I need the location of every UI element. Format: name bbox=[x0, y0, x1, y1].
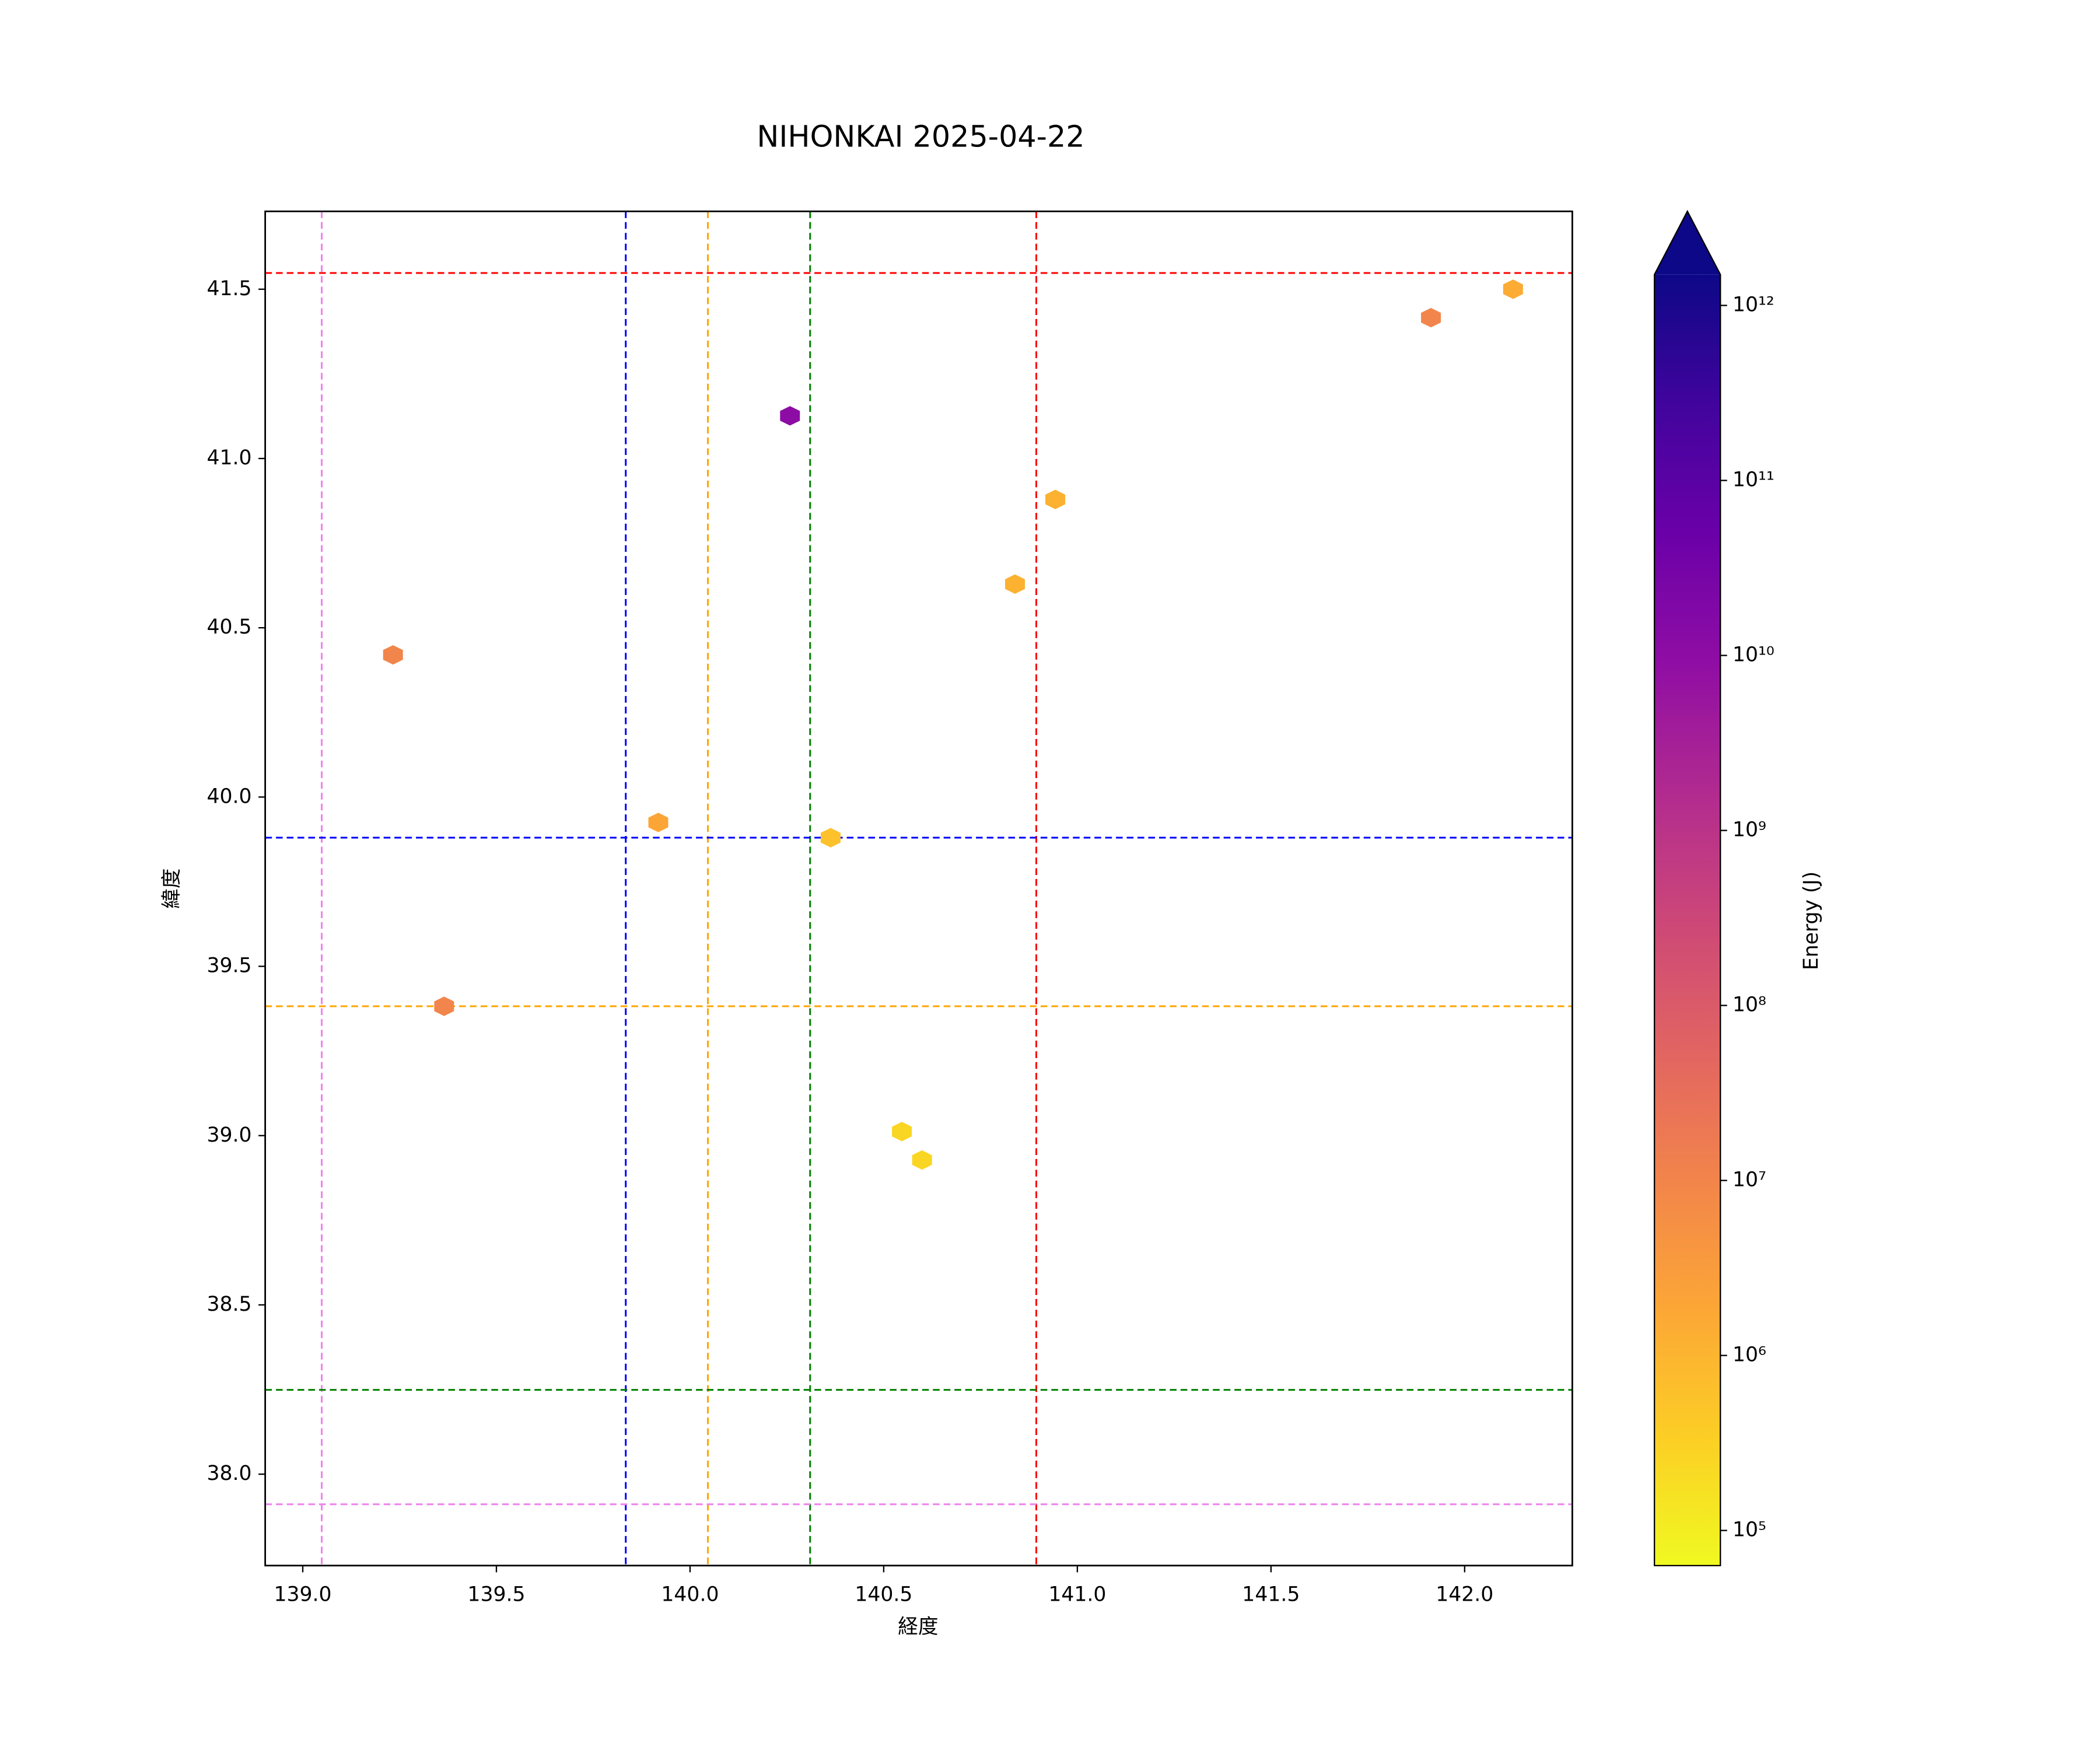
hexbin-cell bbox=[912, 1150, 932, 1170]
colorbar-tick-label: 10⁶ bbox=[1732, 1343, 1766, 1367]
y-tick-label: 38.0 bbox=[206, 1462, 251, 1485]
x-tick-label: 139.5 bbox=[467, 1583, 525, 1606]
hexbin-cell bbox=[648, 813, 668, 832]
hexbin-cell bbox=[434, 996, 454, 1016]
y-tick-label: 40.5 bbox=[206, 615, 251, 639]
colorbar-tick-label: 10⁷ bbox=[1732, 1168, 1766, 1192]
x-tick-label: 141.0 bbox=[1048, 1583, 1106, 1606]
chart-title: NIHONKAI 2025-04-22 bbox=[757, 120, 1084, 154]
x-tick-label: 141.5 bbox=[1242, 1583, 1300, 1606]
colorbar-tick-label: 10⁹ bbox=[1732, 818, 1766, 842]
hexbin-cell bbox=[1503, 279, 1523, 299]
colorbar-extend-arrow bbox=[1654, 211, 1721, 275]
x-tick-label: 139.0 bbox=[274, 1583, 331, 1606]
y-axis-label: 緯度 bbox=[160, 868, 183, 908]
hexbin-cell bbox=[892, 1122, 912, 1142]
x-tick-label: 140.0 bbox=[661, 1583, 719, 1606]
plot-frame bbox=[264, 210, 1573, 1567]
colorbar-tick-label: 10¹¹ bbox=[1732, 468, 1774, 492]
hexbin-cell bbox=[780, 406, 800, 426]
y-tick-label: 39.0 bbox=[206, 1124, 251, 1147]
y-tick-label: 39.5 bbox=[206, 954, 251, 978]
hexbin-cell bbox=[820, 828, 841, 848]
colorbar-frame bbox=[1653, 209, 1721, 1566]
y-tick-label: 38.5 bbox=[206, 1293, 251, 1316]
hexbin-cell bbox=[1045, 489, 1066, 509]
y-tick-label: 40.0 bbox=[206, 785, 251, 808]
x-axis-label: 経度 bbox=[898, 1615, 938, 1639]
colorbar-tick-label: 10⁸ bbox=[1732, 993, 1766, 1017]
colorbar-tick-label: 10¹⁰ bbox=[1732, 643, 1774, 667]
hexbin-cell bbox=[383, 645, 403, 665]
y-tick-label: 41.5 bbox=[206, 277, 251, 300]
x-tick-label: 142.0 bbox=[1436, 1583, 1493, 1606]
hexbin-cell bbox=[1005, 574, 1025, 594]
colorbar bbox=[1654, 274, 1721, 1566]
colorbar-tick-label: 10⁵ bbox=[1732, 1518, 1766, 1542]
x-tick-label: 140.5 bbox=[855, 1583, 912, 1606]
colorbar-tick-label: 10¹² bbox=[1732, 293, 1774, 317]
hexbin-cell bbox=[1421, 307, 1441, 328]
colorbar-label: Energy (J) bbox=[1800, 872, 1823, 970]
y-tick-label: 41.0 bbox=[206, 446, 251, 470]
